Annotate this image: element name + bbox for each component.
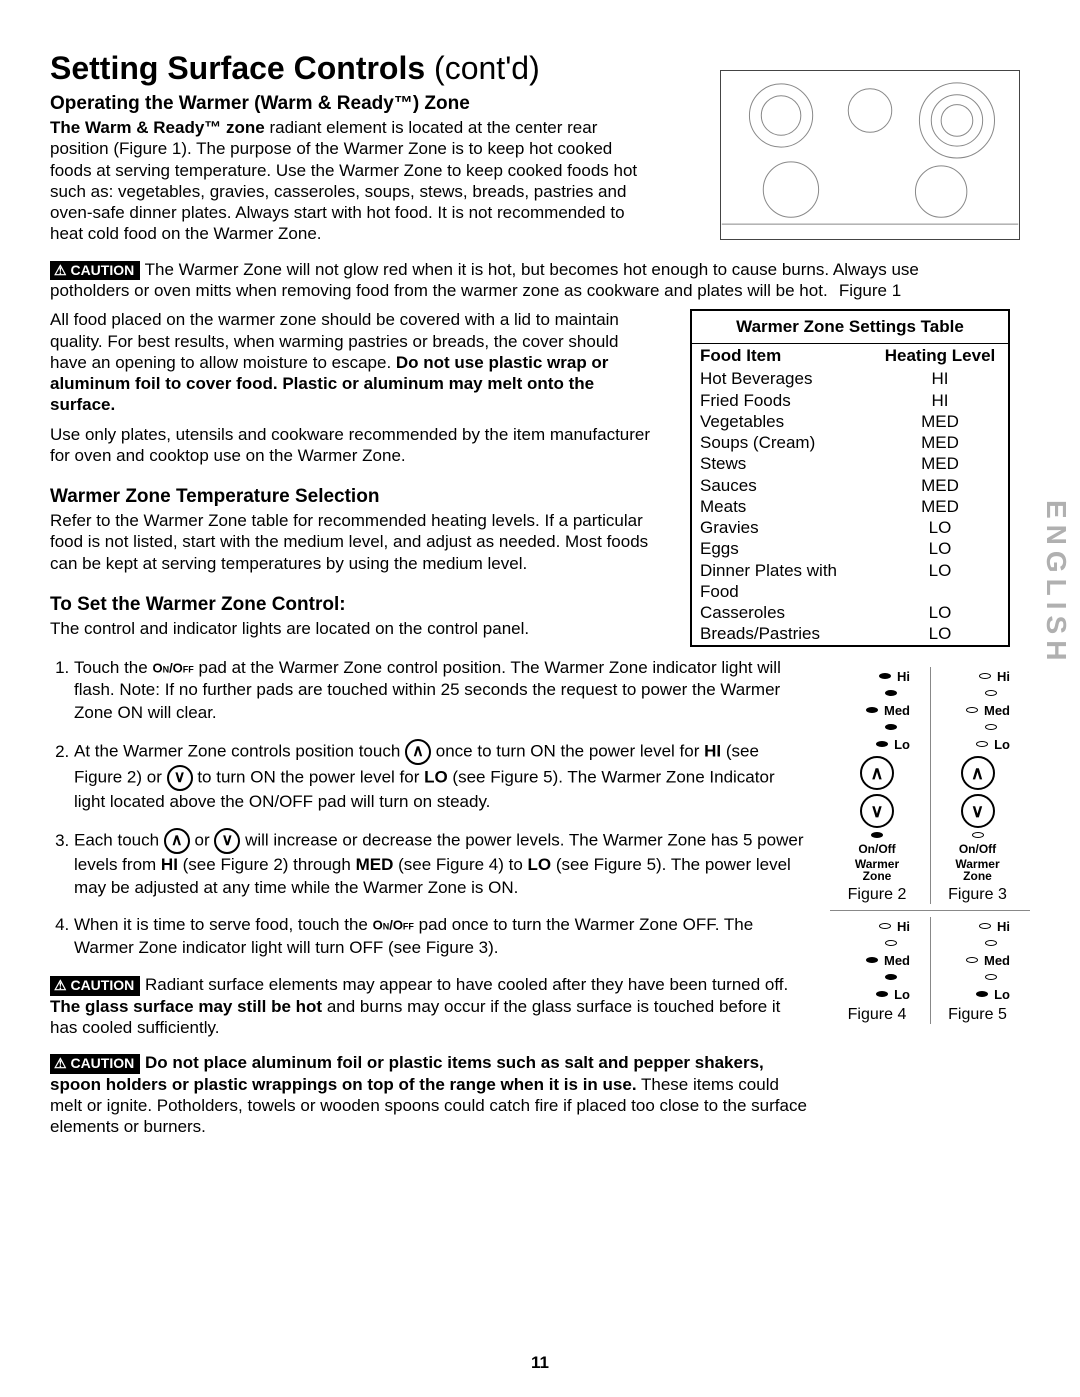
figure-3: Hi x Med x Lo ∧ ∨ On/Off WarmerZone Figu… bbox=[930, 667, 1024, 904]
section-operating-heading: Operating the Warmer (Warm & Ready™) Zon… bbox=[50, 93, 650, 115]
cooktop-diagram bbox=[720, 70, 1020, 240]
onoff-pad-inline: On/Off bbox=[373, 918, 414, 933]
language-tab: ENGLISH bbox=[1040, 500, 1072, 666]
caution-badge-2: CAUTION bbox=[50, 976, 140, 996]
down-arrow-icon: ∨ bbox=[860, 794, 894, 828]
table-row: Dinner Plates with FoodLO bbox=[692, 560, 1008, 603]
down-arrow-icon: ∨ bbox=[167, 765, 193, 791]
table-col-food: Food Item bbox=[700, 346, 880, 366]
down-arrow-icon: ∨ bbox=[961, 794, 995, 828]
title-contd: (cont'd) bbox=[434, 50, 540, 86]
caution-badge-1: CAUTION bbox=[50, 261, 140, 281]
caution-2: CAUTION Radiant surface elements may app… bbox=[50, 974, 810, 1038]
table-row: GraviesLO bbox=[692, 517, 1008, 538]
section-operating-text: The Warm & Ready™ zone radiant element i… bbox=[50, 117, 650, 245]
up-arrow-icon: ∧ bbox=[405, 739, 431, 765]
figure-4: Hi x Med x Lo Figure 4 bbox=[830, 917, 924, 1024]
section-set-heading: To Set the Warmer Zone Control: bbox=[50, 594, 660, 616]
warmer-zone-settings-table: Warmer Zone Settings Table Food Item Hea… bbox=[690, 309, 1010, 646]
section-set-lead: The control and indicator lights are loc… bbox=[50, 618, 660, 639]
step-3: Each touch ∧ or ∨ will increase or decre… bbox=[74, 828, 810, 900]
table-row: MeatsMED bbox=[692, 496, 1008, 517]
step-1: Touch the On/Off pad at the Warmer Zone … bbox=[74, 657, 810, 726]
onoff-pad-inline: On/Off bbox=[152, 660, 193, 675]
section-temp-heading: Warmer Zone Temperature Selection bbox=[50, 486, 660, 508]
figure-2: Hi x Med x Lo ∧ ∨ On/Off WarmerZone Figu… bbox=[830, 667, 924, 904]
table-row: CasserolesLO bbox=[692, 602, 1008, 623]
table-col-level: Heating Level bbox=[880, 346, 1000, 366]
cover-paragraph: All food placed on the warmer zone shoul… bbox=[50, 309, 660, 415]
table-row: SaucesMED bbox=[692, 475, 1008, 496]
figure-1: Figure 1 bbox=[720, 70, 1020, 301]
step-4: When it is time to serve food, touch the… bbox=[74, 914, 810, 960]
table-row: EggsLO bbox=[692, 538, 1008, 559]
figure-1-caption: Figure 1 bbox=[720, 281, 1020, 301]
section-temp-text: Refer to the Warmer Zone table for recom… bbox=[50, 510, 660, 574]
table-row: Soups (Cream)MED bbox=[692, 432, 1008, 453]
down-arrow-icon: ∨ bbox=[214, 828, 240, 854]
table-row: StewsMED bbox=[692, 453, 1008, 474]
table-row: Hot BeveragesHI bbox=[692, 368, 1008, 389]
up-arrow-icon: ∧ bbox=[164, 828, 190, 854]
control-figures: Hi x Med x Lo ∧ ∨ On/Off WarmerZone Figu… bbox=[830, 667, 1030, 1024]
caution-badge-3: CAUTION bbox=[50, 1054, 140, 1074]
page-number: 11 bbox=[0, 1353, 1080, 1373]
step-2: At the Warmer Zone controls position tou… bbox=[74, 739, 810, 814]
table-title: Warmer Zone Settings Table bbox=[692, 311, 1008, 344]
steps-list: Touch the On/Off pad at the Warmer Zone … bbox=[74, 657, 810, 961]
title-main: Setting Surface Controls bbox=[50, 50, 425, 86]
up-arrow-icon: ∧ bbox=[961, 756, 995, 790]
intro-bold: The Warm & Ready™ zone bbox=[50, 118, 265, 137]
figure-5: Hi x Med x Lo Figure 5 bbox=[930, 917, 1024, 1024]
table-headers: Food Item Heating Level bbox=[692, 344, 1008, 368]
table-row: VegetablesMED bbox=[692, 411, 1008, 432]
caution-3: CAUTION Do not place aluminum foil or pl… bbox=[50, 1052, 810, 1137]
table-body: Hot BeveragesHIFried FoodsHIVegetablesME… bbox=[692, 368, 1008, 644]
up-arrow-icon: ∧ bbox=[860, 756, 894, 790]
table-row: Breads/PastriesLO bbox=[692, 623, 1008, 644]
cookware-paragraph: Use only plates, utensils and cookware r… bbox=[50, 424, 660, 467]
table-row: Fried FoodsHI bbox=[692, 390, 1008, 411]
